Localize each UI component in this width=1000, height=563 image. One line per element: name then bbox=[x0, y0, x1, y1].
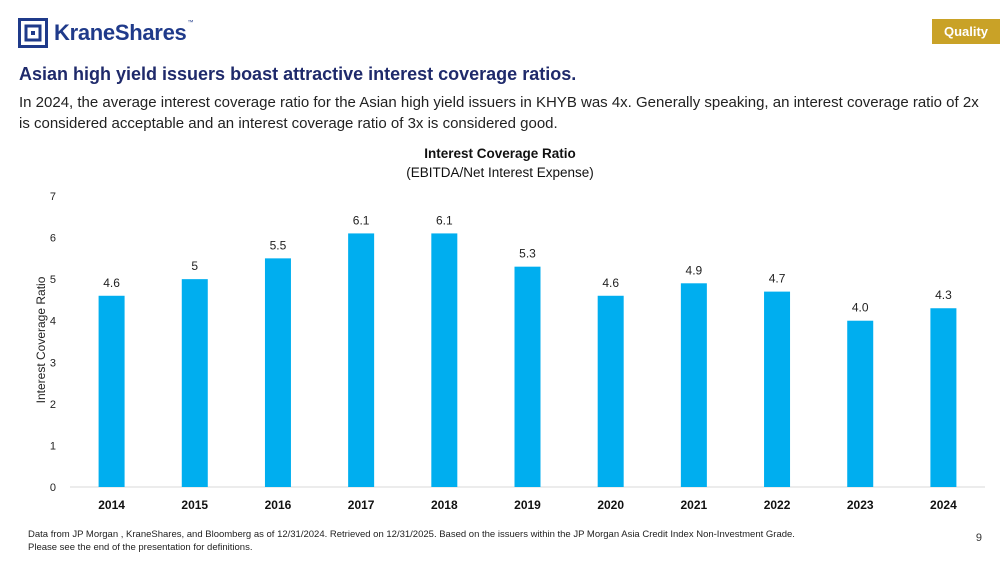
bar bbox=[597, 295, 624, 487]
bar bbox=[847, 320, 874, 487]
page-headline: Asian high yield issuers boast attractiv… bbox=[19, 64, 577, 84]
x-tick-label: 2024 bbox=[930, 498, 957, 512]
data-label: 4.6 bbox=[602, 276, 619, 290]
bar bbox=[431, 233, 458, 487]
trademark-symbol: ™ bbox=[187, 20, 194, 26]
data-label: 4.7 bbox=[769, 272, 786, 286]
bar bbox=[680, 283, 707, 487]
bar bbox=[181, 279, 208, 487]
bar bbox=[514, 266, 541, 487]
x-tick-label: 2014 bbox=[98, 498, 125, 512]
bar bbox=[764, 291, 791, 487]
y-tick-label: 2 bbox=[50, 399, 56, 411]
x-tick-label: 2015 bbox=[181, 498, 208, 512]
x-tick-label: 2022 bbox=[764, 498, 791, 512]
brand-logo: KraneShares™ bbox=[18, 18, 193, 48]
bar bbox=[930, 308, 957, 487]
x-tick-label: 2017 bbox=[348, 498, 375, 512]
x-tick-label: 2016 bbox=[265, 498, 292, 512]
quality-badge: Quality bbox=[932, 19, 1000, 44]
bar bbox=[264, 258, 291, 487]
x-tick-label: 2021 bbox=[681, 498, 708, 512]
footnote-line-1: Data from JP Morgan , KraneShares, and B… bbox=[28, 529, 795, 540]
bar bbox=[98, 295, 125, 487]
x-tick-label: 2019 bbox=[514, 498, 541, 512]
brand-wordmark: KraneShares™ bbox=[54, 20, 193, 46]
y-tick-label: 7 bbox=[50, 191, 56, 203]
footnote-line-2: Please see the end of the presentation f… bbox=[28, 542, 253, 553]
x-tick-label: 2018 bbox=[431, 498, 458, 512]
data-label: 4.6 bbox=[103, 276, 120, 290]
data-label: 4.3 bbox=[935, 288, 952, 302]
data-label: 5 bbox=[191, 259, 198, 273]
y-tick-label: 0 bbox=[50, 482, 56, 494]
bar bbox=[348, 233, 375, 487]
brand-name: KraneShares bbox=[54, 20, 187, 45]
data-label: 6.1 bbox=[436, 213, 453, 227]
data-label: 5.3 bbox=[519, 247, 536, 261]
chart-title: Interest Coverage Ratio bbox=[424, 146, 576, 161]
y-tick-label: 1 bbox=[50, 440, 56, 452]
y-tick-label: 6 bbox=[50, 233, 56, 245]
data-label: 6.1 bbox=[353, 213, 370, 227]
y-tick-label: 3 bbox=[50, 357, 56, 369]
data-label: 4.0 bbox=[852, 301, 869, 315]
intro-paragraph: In 2024, the average interest coverage r… bbox=[19, 94, 979, 132]
x-tick-label: 2020 bbox=[597, 498, 624, 512]
footnote: Data from JP Morgan , KraneShares, and B… bbox=[28, 528, 795, 554]
x-tick-label: 2023 bbox=[847, 498, 874, 512]
page-number: 9 bbox=[975, 532, 982, 544]
y-tick-label: 4 bbox=[50, 316, 56, 328]
y-tick-label: 5 bbox=[50, 274, 56, 286]
chart-subtitle: (EBITDA/Net Interest Expense) bbox=[406, 165, 594, 180]
kraneshares-logo-icon bbox=[18, 18, 48, 48]
data-label: 4.9 bbox=[686, 263, 703, 277]
data-label: 5.5 bbox=[270, 238, 287, 252]
